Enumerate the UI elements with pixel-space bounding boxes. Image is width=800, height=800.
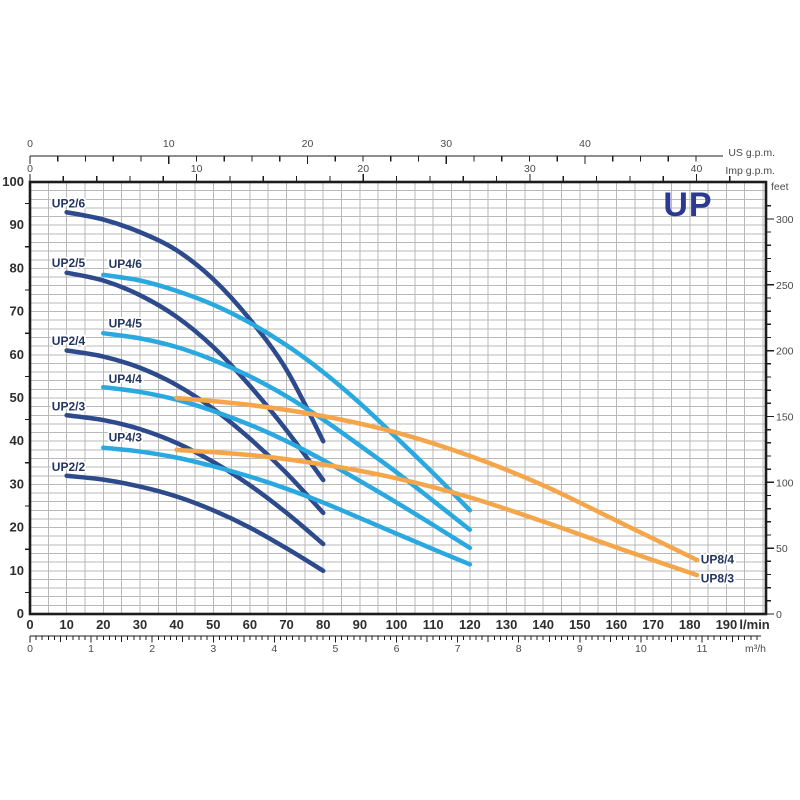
bottom-axis-label: 80: [316, 617, 330, 632]
m3h-label: 1: [88, 643, 94, 655]
impgpm-label: 30: [524, 163, 536, 175]
curve-UP8/3: [174, 447, 700, 578]
left-axis-label: 40: [10, 433, 24, 448]
bottom-axis-label: 160: [606, 617, 628, 632]
curve-label-UP2/5: UP2/5: [52, 256, 86, 270]
curve-label-UP2/3: UP2/3: [52, 400, 86, 414]
curve-label-UP2/2: UP2/2: [52, 460, 86, 474]
impgpm-label: 40: [691, 163, 703, 175]
m3h-label: 3: [210, 643, 216, 655]
right-axis-label: 100: [776, 477, 794, 489]
m3h-label: 10: [635, 643, 647, 655]
curve-label-UP8/4: UP8/4: [701, 553, 735, 567]
right-axis-label: 250: [776, 280, 794, 292]
right-axis-label: 300: [776, 214, 794, 226]
left-axis-label: 20: [10, 520, 24, 535]
bottom-axis-label: 130: [496, 617, 518, 632]
left-axis-label: 30: [10, 476, 24, 491]
usgpm-label: 30: [440, 138, 452, 150]
impgpm-unit: Imp g.p.m.: [725, 165, 775, 177]
m3h-label: 11: [697, 643, 708, 655]
curves: [64, 209, 700, 578]
curve-UP8/4: [174, 395, 700, 563]
bottom-axis-label: 90: [353, 617, 367, 632]
usgpm-label: 0: [27, 138, 33, 150]
right-axis-unit: feet: [771, 181, 789, 193]
left-axis-label: 50: [10, 390, 24, 405]
left-axis-label: 0: [17, 606, 24, 621]
right-axis-label: 50: [776, 543, 788, 555]
right-axis-label: 200: [776, 346, 794, 358]
curve-label-UP4/4: UP4/4: [109, 372, 143, 386]
m3h-label: 5: [333, 643, 339, 655]
grid: [30, 182, 766, 614]
curve-UP2/4: [64, 348, 326, 516]
usgpm-label: 40: [579, 138, 591, 150]
left-axis-label: 60: [10, 347, 24, 362]
plot-border: [28, 180, 768, 616]
usgpm-label: 20: [302, 138, 314, 150]
usgpm-unit: US g.p.m.: [728, 147, 775, 159]
right-axis-label: 150: [776, 411, 794, 423]
bottom-axis-label: 40: [169, 617, 183, 632]
brand-logo: UP: [663, 186, 713, 224]
bottom-axis-label: 180: [679, 617, 701, 632]
left-axis-label: 90: [10, 217, 24, 232]
m3h-label: 8: [516, 643, 522, 655]
bottom-axis-label: 60: [243, 617, 257, 632]
m3h-label: 9: [577, 643, 583, 655]
curve-label-UP4/3: UP4/3: [109, 431, 143, 445]
usgpm-label: 10: [163, 138, 175, 150]
bottom-axis-unit: l/min: [739, 617, 769, 632]
right-axis-label: 0: [776, 609, 782, 621]
left-axis-label: 70: [10, 304, 24, 319]
m3h-label: 2: [149, 643, 155, 655]
curve-UP2/6: [64, 209, 326, 444]
m3h-label: 6: [394, 643, 400, 655]
bottom-axis-label: 50: [206, 617, 220, 632]
curve-UP2/2: [64, 473, 326, 574]
left-axis-label: 80: [10, 260, 24, 275]
bottom-axis-label: 10: [59, 617, 73, 632]
m3h-label: 0: [27, 643, 33, 655]
curve-UP4/6: [101, 272, 473, 513]
bottom-axis-label: 190: [716, 617, 738, 632]
bottom-axis-label: 20: [96, 617, 110, 632]
curve-UP4/3: [101, 445, 473, 567]
impgpm-label: 20: [357, 163, 369, 175]
impgpm-label: 10: [191, 163, 203, 175]
bottom-axis-label: 0: [26, 617, 33, 632]
curve-label-UP8/3: UP8/3: [701, 572, 735, 586]
curve-UP2/5: [64, 270, 326, 483]
bottom-axis-label: 110: [423, 617, 444, 632]
bottom-axis-label: 100: [386, 617, 408, 632]
m3h-label: 4: [271, 643, 277, 655]
curve-label-UP2/6: UP2/6: [52, 197, 86, 211]
curve-label-UP4/5: UP4/5: [109, 316, 143, 330]
m3h-label: 7: [455, 643, 461, 655]
bottom-axis-label: 150: [569, 617, 591, 632]
bottom-axis-label: 170: [642, 617, 664, 632]
curve-label-UP4/6: UP4/6: [109, 257, 143, 271]
left-axis-label: 10: [10, 563, 24, 578]
curve-label-UP2/4: UP2/4: [52, 334, 86, 348]
bottom-axis-label: 30: [133, 617, 147, 632]
bottom-axis-label: 140: [532, 617, 554, 632]
bottom-axis-label: 120: [459, 617, 481, 632]
m3h-unit: m³/h: [745, 643, 766, 655]
curve-UP4/4: [101, 384, 473, 551]
impgpm-label: 0: [27, 163, 33, 175]
bottom-axis-label: 70: [279, 617, 293, 632]
left-axis-label: 100: [2, 174, 24, 189]
